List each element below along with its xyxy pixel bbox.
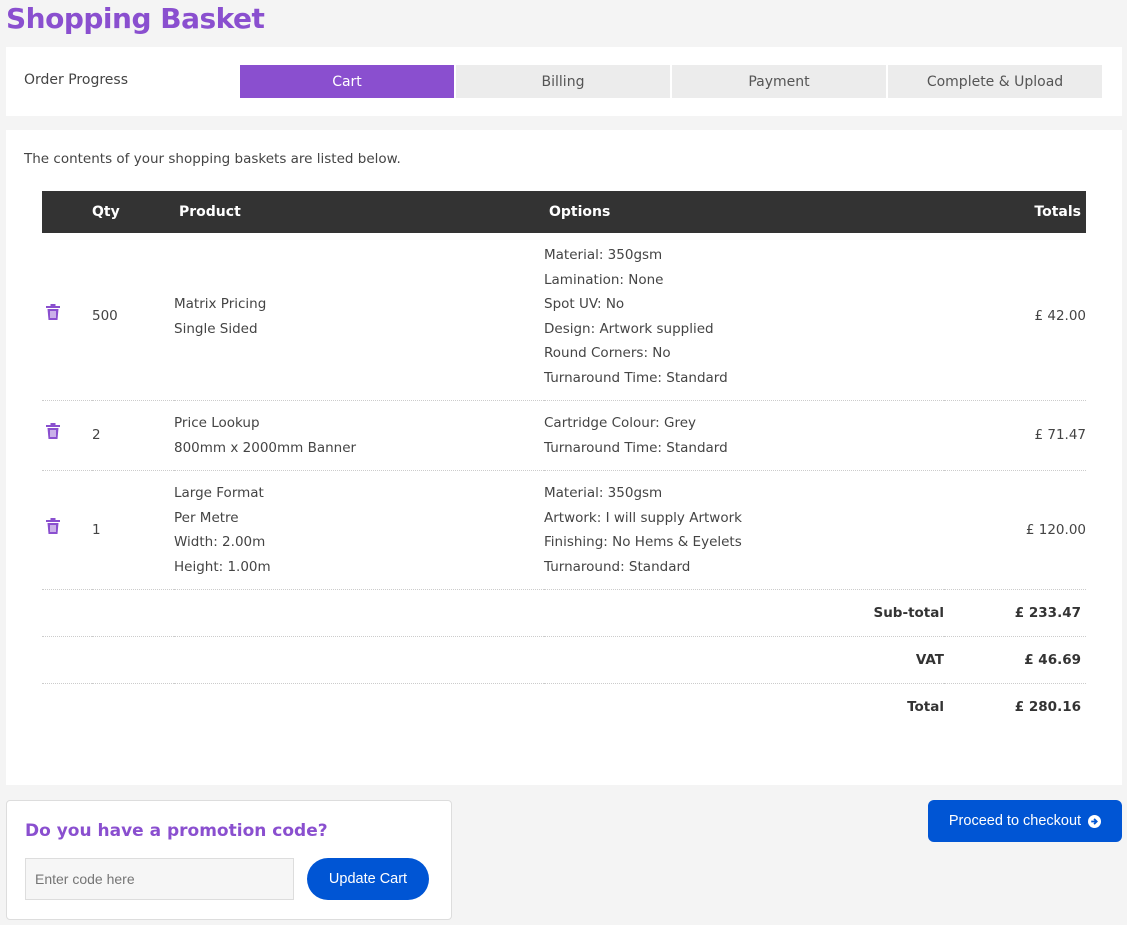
trash-icon[interactable] <box>42 423 60 448</box>
options-line: Turnaround Time: Standard <box>544 369 728 386</box>
trash-icon[interactable] <box>42 304 60 329</box>
intro-text: The contents of your shopping baskets ar… <box>24 151 401 167</box>
product-line: 800mm x 2000mm Banner <box>174 439 357 456</box>
options-line: Lamination: None <box>544 271 664 288</box>
page-title: Shopping Basket <box>6 2 265 35</box>
step-billing[interactable]: Billing <box>456 65 670 98</box>
table-row: 500 Matrix Pricing Single Sided Material:… <box>42 233 1086 401</box>
options-line: Cartridge Colour: Grey <box>544 415 696 431</box>
options-cell: Material: 350gsm Lamination: None Spot UV:… <box>544 233 944 401</box>
qty-cell: 1 <box>92 470 174 590</box>
basket-panel: The contents of your shopping baskets ar… <box>6 130 1122 785</box>
product-line: Per Metre <box>174 509 239 526</box>
header-product: Product <box>174 191 544 233</box>
step-cart[interactable]: Cart <box>240 65 454 98</box>
trash-icon[interactable] <box>42 517 60 543</box>
options-line: Material: 350gsm <box>544 247 663 263</box>
basket-table: Qty Product Options Totals 500 Matrix Pr… <box>42 191 1086 731</box>
product-line: Height: 1.00m <box>174 558 271 575</box>
table-row: 1 Large Format Per Metre Width: 2.00m Heigh… <box>42 470 1086 590</box>
summary-label: Sub-total <box>544 589 944 637</box>
summary-value: £ 46.69 <box>944 636 1086 684</box>
product-line: Price Lookup <box>174 415 260 431</box>
options-line: Spot UV: No <box>544 296 625 312</box>
arrow-circle-right-icon <box>1088 814 1102 828</box>
qty-cell: 500 <box>92 233 174 401</box>
total-cell: £ 71.47 <box>944 400 1086 471</box>
options-line: Turnaround: Standard <box>544 558 691 575</box>
checkout-label: Proceed to checkout <box>948 813 1082 829</box>
promo-heading: Do you have a promotion code? <box>25 821 328 841</box>
options-line: Artwork: I will supply Artwork <box>544 509 742 526</box>
order-progress: Order Progress Cart Billing Payment Comp… <box>6 47 1122 116</box>
product-line: Width: 2.00m <box>174 534 266 550</box>
summary-value: £ 233.47 <box>944 589 1086 637</box>
options-line: Finishing: No Hems & Eyelets <box>544 534 742 550</box>
order-progress-label: Order Progress <box>24 72 128 88</box>
product-cell: Price Lookup 800mm x 2000mm Banner <box>174 400 544 471</box>
product-line: Single Sided <box>174 320 258 337</box>
product-line: Large Format <box>174 485 264 501</box>
summary-value: £ 280.16 <box>1014 699 1081 715</box>
header-totals: Totals <box>944 191 1086 233</box>
product-cell: Matrix Pricing Single Sided <box>174 233 544 401</box>
product-line: Matrix Pricing <box>174 296 267 312</box>
step-complete-upload[interactable]: Complete & Upload <box>888 65 1102 98</box>
summary-label: Total <box>907 699 944 715</box>
promo-code-input[interactable] <box>25 858 294 900</box>
product-cell: Large Format Per Metre Width: 2.00m Height:… <box>174 470 544 590</box>
proceed-to-checkout-button[interactable]: Proceed to checkout <box>928 800 1122 842</box>
options-cell: Material: 350gsm Artwork: I will supply A… <box>544 470 944 590</box>
summary-row-sub-total: Sub-total £ 233.47 <box>42 589 1086 637</box>
summary-label: VAT <box>544 636 944 684</box>
options-cell: Cartridge Colour: Grey Turnaround Time: S… <box>544 400 944 471</box>
options-line: Design: Artwork supplied <box>544 320 714 337</box>
update-cart-button[interactable]: Update Cart <box>307 858 429 900</box>
summary-row-vat: VAT £ 46.69 <box>42 636 1086 684</box>
total-cell: £ 120.00 <box>944 470 1086 590</box>
summary-row-total: Total £ 280.16 <box>42 684 1086 731</box>
header-options: Options <box>544 191 944 233</box>
step-payment[interactable]: Payment <box>672 65 886 98</box>
options-line: Round Corners: No <box>544 345 671 361</box>
options-line: Material: 350gsm <box>544 485 663 501</box>
table-row: 2 Price Lookup 800mm x 2000mm Banner Cart… <box>42 400 1086 471</box>
total-cell: £ 42.00 <box>944 233 1086 401</box>
header-qty: Qty <box>92 191 174 233</box>
promo-box: Do you have a promotion code? Update Car… <box>6 800 452 920</box>
qty-cell: 2 <box>92 400 174 471</box>
options-line: Turnaround Time: Standard <box>544 439 728 456</box>
